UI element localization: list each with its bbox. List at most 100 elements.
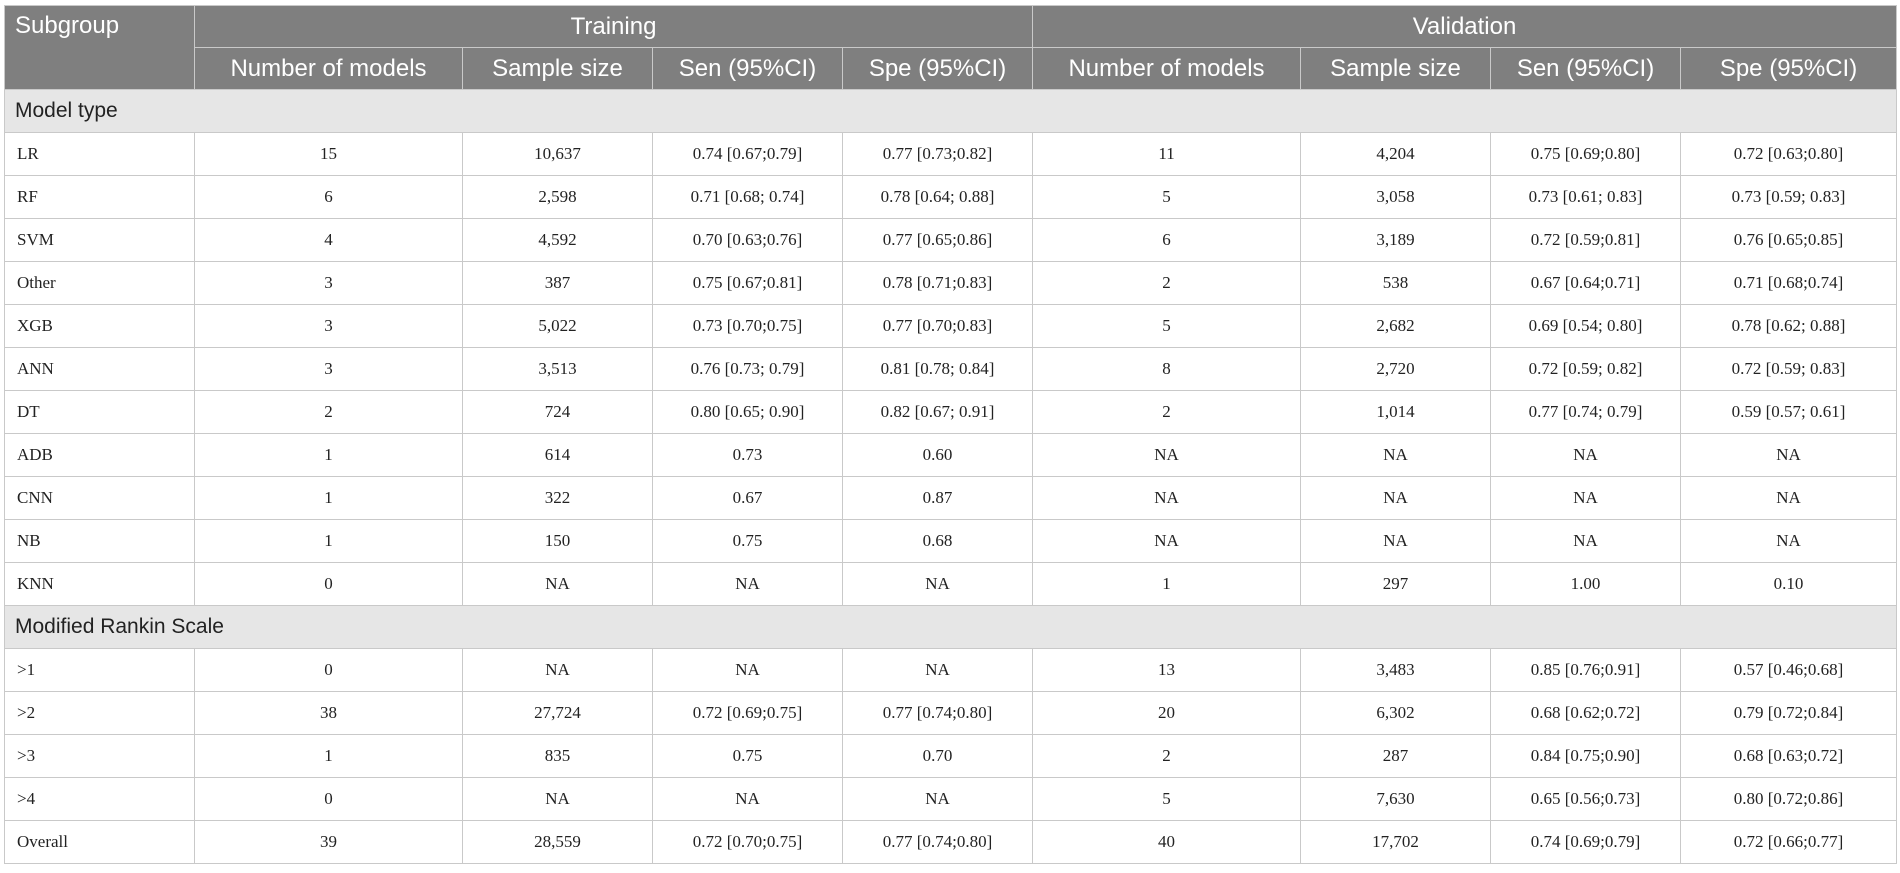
table-cell: 835 xyxy=(462,734,653,778)
table-cell: NA xyxy=(1032,519,1302,563)
row-label: SVM xyxy=(4,218,195,262)
row-label: >2 xyxy=(4,691,195,735)
table-row: ADB 1 614 0.73 0.60 NA NA NA NA xyxy=(4,433,1898,477)
table-cell: 0.67 [0.64;0.71] xyxy=(1490,261,1682,305)
table-cell: 0.75 [0.69;0.80] xyxy=(1490,132,1682,176)
table-cell: 0.73 [0.61; 0.83] xyxy=(1490,175,1682,219)
table-cell: NA xyxy=(1300,519,1492,563)
header-validation-sample-size: Sample size xyxy=(1300,47,1492,90)
table-cell: 0.69 [0.54; 0.80] xyxy=(1490,304,1682,348)
table-cell: 0.68 [0.62;0.72] xyxy=(1490,691,1682,735)
table-cell: 0 xyxy=(194,777,463,821)
table-row: DT 2 724 0.80 [0.65; 0.90] 0.82 [0.67; 0.91]… xyxy=(4,390,1898,434)
table-cell: 1 xyxy=(194,433,463,477)
table-row: >2 38 27,724 0.72 [0.69;0.75] 0.77 [0.74;0.8… xyxy=(4,691,1898,735)
table-cell: 0.78 [0.62; 0.88] xyxy=(1680,304,1898,348)
table-cell: 2,720 xyxy=(1300,347,1492,391)
table-cell: 3,058 xyxy=(1300,175,1492,219)
table-cell: 297 xyxy=(1300,562,1492,606)
table-header: Subgroup Training Validation Number of m… xyxy=(4,5,1898,90)
section-row: Model type xyxy=(3,89,1898,133)
table-cell: 0.72 [0.59;0.81] xyxy=(1490,218,1682,262)
table-cell: 0.78 [0.64; 0.88] xyxy=(841,175,1034,219)
table-cell: 5 xyxy=(1032,304,1302,348)
row-label: >4 xyxy=(4,777,195,821)
table-cell: 387 xyxy=(462,261,653,305)
table-cell: 0.59 [0.57; 0.61] xyxy=(1680,390,1898,434)
table-cell: 28,559 xyxy=(462,820,653,864)
table-cell: 0.68 [0.63;0.72] xyxy=(1680,734,1898,778)
table-cell: 0.75 xyxy=(652,734,843,778)
table-row: KNN 0 NA NA NA 1 297 1.00 0.10 xyxy=(4,562,1898,606)
section-row: Modified Rankin Scale xyxy=(3,605,1898,649)
row-label: RF xyxy=(4,175,195,219)
row-label: ADB xyxy=(4,433,195,477)
table-cell: NA xyxy=(652,562,843,606)
table-cell: NA xyxy=(1680,476,1898,520)
table-cell: 2,682 xyxy=(1300,304,1492,348)
table-cell: NA xyxy=(1032,433,1302,477)
table-cell: 0.60 xyxy=(841,433,1034,477)
table-cell: 0.67 xyxy=(652,476,843,520)
table-cell: 0.87 xyxy=(841,476,1034,520)
table-cell: 0.65 [0.56;0.73] xyxy=(1490,777,1682,821)
table-body: Model type LR 15 10,637 0.74 [0.67;0.79] 0.77… xyxy=(3,89,1898,864)
table-cell: NA xyxy=(1032,476,1302,520)
table-cell: 20 xyxy=(1032,691,1302,735)
table-cell: 7,630 xyxy=(1300,777,1492,821)
table-cell: 0.80 [0.65; 0.90] xyxy=(652,390,843,434)
table-cell: 0.68 xyxy=(841,519,1034,563)
row-label: DT xyxy=(4,390,195,434)
header-training-spe: Spe (95%CI) xyxy=(841,47,1034,90)
table-cell: 3 xyxy=(194,261,463,305)
table-cell: 0.85 [0.76;0.91] xyxy=(1490,648,1682,692)
table-cell: 614 xyxy=(462,433,653,477)
table-row: NB 1 150 0.75 0.68 NA NA NA NA xyxy=(4,519,1898,563)
table-row: CNN 1 322 0.67 0.87 NA NA NA NA xyxy=(4,476,1898,520)
table-cell: 0.71 [0.68;0.74] xyxy=(1680,261,1898,305)
table-cell: NA xyxy=(1490,476,1682,520)
table-cell: 17,702 xyxy=(1300,820,1492,864)
table-cell: 0.77 [0.70;0.83] xyxy=(841,304,1034,348)
table-row: XGB 3 5,022 0.73 [0.70;0.75] 0.77 [0.70;0.83… xyxy=(4,304,1898,348)
table-cell: 0.72 [0.70;0.75] xyxy=(652,820,843,864)
table-cell: NA xyxy=(652,777,843,821)
table-cell: 0.72 [0.63;0.80] xyxy=(1680,132,1898,176)
table-cell: 2 xyxy=(1032,261,1302,305)
row-label: ANN xyxy=(4,347,195,391)
table-cell: 0.77 [0.74;0.80] xyxy=(841,820,1034,864)
table-cell: 5 xyxy=(1032,175,1302,219)
table-cell: 0.72 [0.66;0.77] xyxy=(1680,820,1898,864)
table-cell: 0.73 xyxy=(652,433,843,477)
table-cell: 4 xyxy=(194,218,463,262)
row-label: >1 xyxy=(4,648,195,692)
table-cell: 15 xyxy=(194,132,463,176)
table-cell: 0.71 [0.68; 0.74] xyxy=(652,175,843,219)
table-row: LR 15 10,637 0.74 [0.67;0.79] 0.77 [0.73;0.8… xyxy=(4,132,1898,176)
header-training-number-of-models: Number of models xyxy=(194,47,463,90)
table-cell: 0.75 xyxy=(652,519,843,563)
row-label: LR xyxy=(4,132,195,176)
header-subgroup: Subgroup xyxy=(4,5,195,90)
table-cell: 0.73 [0.59; 0.83] xyxy=(1680,175,1898,219)
table-cell: 3,189 xyxy=(1300,218,1492,262)
table-cell: NA xyxy=(462,648,653,692)
table-row: SVM 4 4,592 0.70 [0.63;0.76] 0.77 [0.65;0.86… xyxy=(4,218,1898,262)
table-cell: 1 xyxy=(194,519,463,563)
table-cell: 1 xyxy=(1032,562,1302,606)
table-cell: 0.77 [0.74; 0.79] xyxy=(1490,390,1682,434)
table-cell: 0.70 [0.63;0.76] xyxy=(652,218,843,262)
table-cell: NA xyxy=(1680,433,1898,477)
table-cell: NA xyxy=(841,777,1034,821)
table-cell: 0.72 [0.59; 0.83] xyxy=(1680,347,1898,391)
table-cell: 3,513 xyxy=(462,347,653,391)
table-cell: 11 xyxy=(1032,132,1302,176)
table-cell: 0.84 [0.75;0.90] xyxy=(1490,734,1682,778)
table-cell: 1 xyxy=(194,476,463,520)
table-cell: 0.79 [0.72;0.84] xyxy=(1680,691,1898,735)
header-training: Training xyxy=(193,5,1034,48)
table-cell: 40 xyxy=(1032,820,1302,864)
table-cell: 39 xyxy=(194,820,463,864)
table-cell: 1,014 xyxy=(1300,390,1492,434)
section-title: Model type xyxy=(3,89,1898,133)
